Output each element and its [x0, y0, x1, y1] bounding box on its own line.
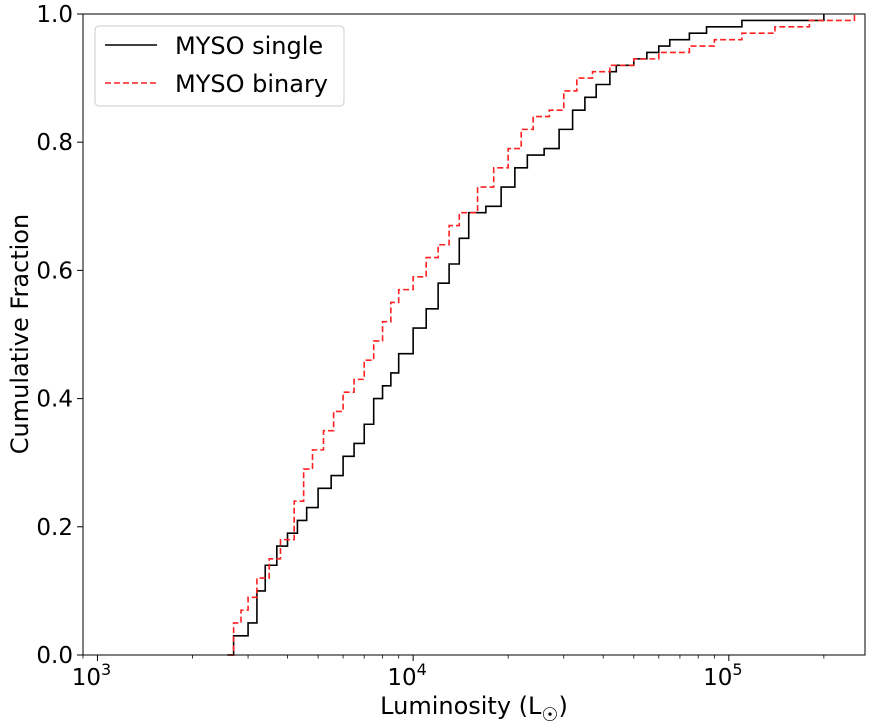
plot-series-group: [227, 14, 856, 656]
legend: MYSO single MYSO binary: [94, 25, 345, 107]
y-tick-label: 1.0: [36, 2, 73, 28]
y-tick-label: 0.0: [36, 643, 73, 669]
series-line-myso-binary: [228, 14, 856, 656]
x-tick-label: 105: [703, 660, 742, 691]
x-tick-label: 103: [72, 660, 111, 691]
axes-ticks-group: 0.0 0.2 0.4 0.6 0.8 1.0 103 104 105: [36, 2, 825, 691]
x-tick-label: 104: [387, 660, 426, 691]
x-axis-title-text: Luminosity (L: [380, 692, 542, 720]
legend-box: [94, 25, 345, 107]
x-axis-title-close: ): [558, 692, 567, 720]
sun-symbol-icon: ☉: [541, 704, 558, 726]
legend-label-single: MYSO single: [175, 32, 323, 60]
y-tick-label: 0.6: [36, 258, 73, 284]
y-tick-label: 0.4: [36, 387, 73, 413]
x-axis-title: Luminosity (L☉): [380, 692, 568, 726]
plot-area-frame: [82, 13, 866, 656]
y-tick-label: 0.8: [36, 130, 73, 156]
y-axis-title: Cumulative Fraction: [6, 214, 34, 454]
legend-label-binary: MYSO binary: [175, 70, 328, 98]
series-line-myso-single: [227, 14, 825, 656]
y-tick-label: 0.2: [36, 515, 73, 541]
